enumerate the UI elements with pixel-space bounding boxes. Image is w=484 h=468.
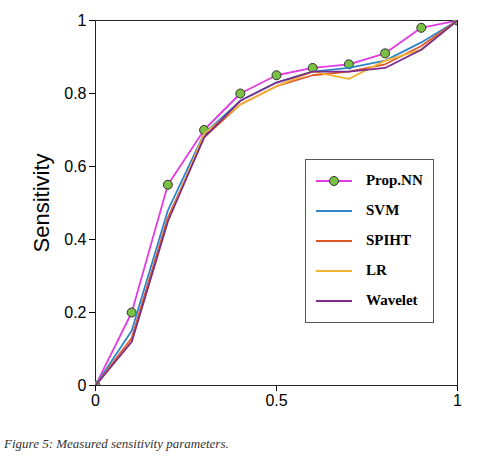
html-text:Prop.NN: Prop.NN bbox=[366, 172, 423, 189]
html-text:SPIHT: SPIHT bbox=[366, 232, 411, 249]
svg-text:0.4: 0.4 bbox=[64, 231, 86, 248]
svg-text:1: 1 bbox=[453, 392, 462, 409]
svg-text:0.6: 0.6 bbox=[64, 158, 86, 175]
svg-text:0.5: 0.5 bbox=[265, 392, 287, 409]
svg-text:0: 0 bbox=[78, 377, 87, 394]
svg-text:0: 0 bbox=[91, 392, 100, 409]
html-text:LR: LR bbox=[366, 262, 387, 279]
svg-text:1: 1 bbox=[78, 12, 87, 29]
html-text:Wavelet: Wavelet bbox=[366, 292, 418, 309]
html-text:SVM: SVM bbox=[366, 202, 400, 219]
svg-text:0.8: 0.8 bbox=[64, 85, 86, 102]
html-text:Figure 5: Measured sensitivity: Figure 5: Measured sensitivity parameter… bbox=[4, 436, 229, 451]
svg-text:Sensitivity: Sensitivity bbox=[29, 153, 54, 252]
svg-text:0.2: 0.2 bbox=[64, 304, 86, 321]
